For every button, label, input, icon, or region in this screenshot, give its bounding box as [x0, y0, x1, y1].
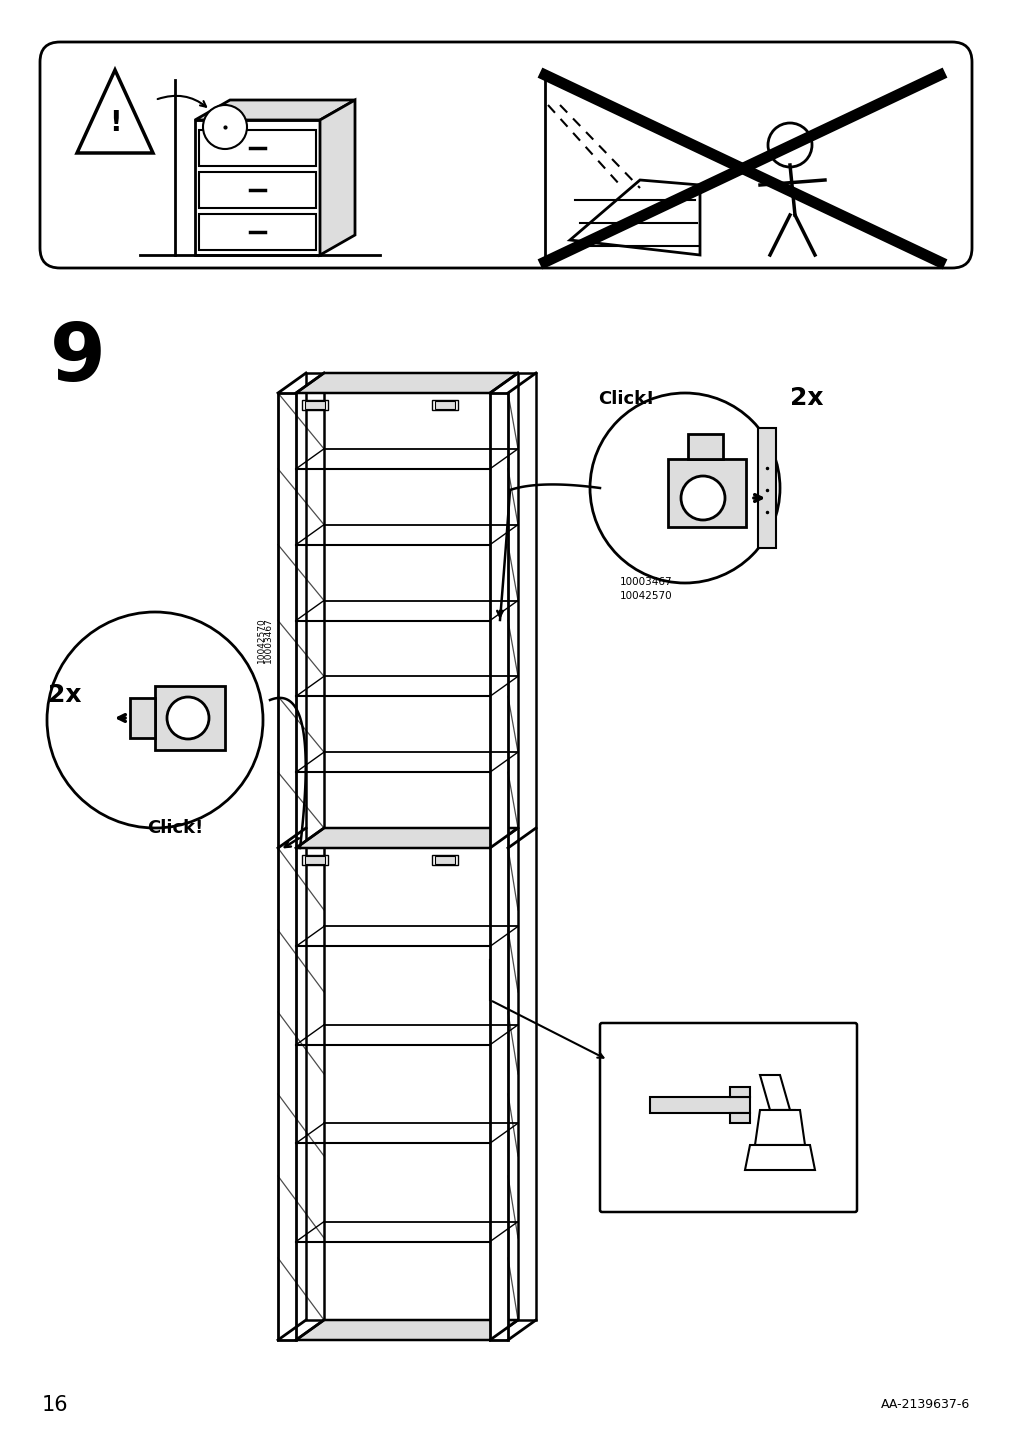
Bar [435, 856, 455, 863]
Text: Click!: Click! [147, 819, 203, 836]
Text: 9: 9 [50, 319, 106, 398]
Polygon shape [569, 180, 700, 255]
Circle shape [589, 392, 779, 583]
Bar [435, 401, 455, 410]
Polygon shape [195, 120, 319, 255]
FancyBboxPatch shape [600, 1022, 856, 1211]
Polygon shape [278, 392, 295, 1340]
Polygon shape [319, 100, 355, 255]
Polygon shape [687, 434, 722, 460]
Polygon shape [129, 697, 155, 737]
Text: !: ! [108, 109, 121, 137]
Polygon shape [744, 1146, 814, 1170]
Polygon shape [774, 1110, 800, 1140]
Text: 2x: 2x [790, 387, 823, 410]
Polygon shape [729, 1087, 749, 1097]
Polygon shape [757, 428, 775, 548]
Text: 2x: 2x [48, 683, 82, 707]
Polygon shape [155, 686, 224, 750]
Polygon shape [667, 460, 745, 527]
Polygon shape [77, 70, 153, 153]
Circle shape [680, 475, 724, 520]
Bar [304, 856, 325, 863]
Circle shape [47, 611, 263, 828]
Polygon shape [489, 392, 508, 1340]
Polygon shape [305, 372, 324, 1320]
Polygon shape [295, 1320, 518, 1340]
Text: Click!: Click! [598, 390, 653, 408]
Text: 10003467: 10003467 [620, 577, 672, 587]
Polygon shape [199, 213, 315, 251]
Polygon shape [295, 372, 518, 392]
Polygon shape [759, 1075, 790, 1110]
Bar [301, 855, 328, 865]
Polygon shape [195, 100, 355, 120]
Polygon shape [754, 1110, 804, 1146]
Polygon shape [518, 372, 536, 1320]
Text: 10042570: 10042570 [620, 591, 672, 601]
Text: 10003467: 10003467 [263, 617, 272, 663]
Bar [301, 400, 328, 410]
Circle shape [203, 105, 247, 149]
Polygon shape [199, 172, 315, 208]
Polygon shape [729, 1113, 749, 1123]
FancyBboxPatch shape [40, 42, 971, 268]
Circle shape [167, 697, 209, 739]
Text: AA-2139637-6: AA-2139637-6 [880, 1399, 969, 1412]
Bar [304, 401, 325, 410]
Bar [432, 855, 458, 865]
Text: 16: 16 [42, 1395, 69, 1415]
Polygon shape [649, 1097, 749, 1113]
Polygon shape [295, 828, 518, 848]
Bar [432, 400, 458, 410]
Circle shape [767, 123, 811, 168]
Polygon shape [199, 130, 315, 166]
Text: 10042570: 10042570 [256, 617, 265, 663]
